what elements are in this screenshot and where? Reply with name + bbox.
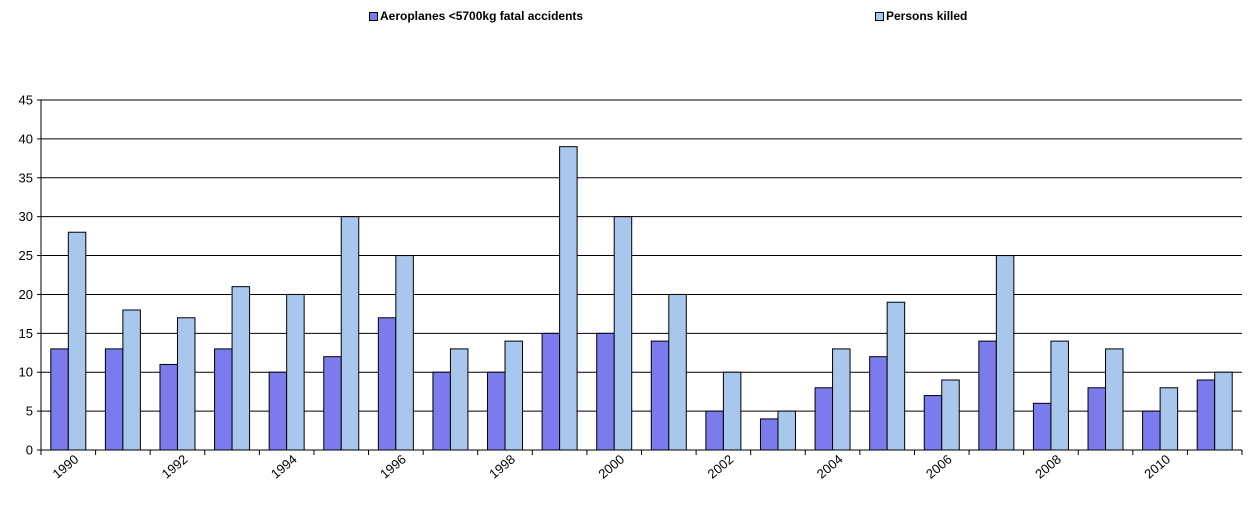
y-tick-label-15: 15 [19,326,33,341]
bar-accidents-2011 [1196,379,1216,451]
bar-persons-killed-2000 [613,216,633,451]
x-tick-label-2006: 2006 [923,452,955,482]
legend-swatch-accidents [369,11,378,21]
bar-accidents-1990 [50,348,69,451]
bar-persons-killed-2003 [777,410,796,451]
bar-persons-killed-1997 [449,348,469,451]
bar-accidents-2007 [978,340,997,451]
bar-persons-killed-1995 [340,216,360,451]
bar-persons-killed-1990 [67,231,87,451]
x-tick-label-1990: 1990 [50,452,82,482]
bar-persons-killed-2002 [722,371,742,451]
bar-persons-killed-1993 [231,286,251,451]
bar-accidents-1998 [487,371,506,451]
bar-persons-killed-1994 [286,293,305,451]
bar-accidents-1999 [541,332,561,451]
bar-persons-killed-1991 [122,309,141,451]
y-tick-label-20: 20 [19,287,33,302]
x-tick-label-1998: 1998 [486,452,518,482]
bar-accidents-2008 [1032,402,1052,451]
bar-persons-killed-2004 [832,348,851,451]
legend-item-persons-killed: Persons killed [875,8,967,24]
bar-persons-killed-2009 [1105,348,1124,451]
bar-accidents-2003 [759,418,779,451]
bar-accidents-1994 [268,371,288,451]
bar-persons-killed-2005 [886,301,906,451]
bar-persons-killed-2001 [668,293,687,451]
x-tick-label-1994: 1994 [268,452,300,482]
bar-persons-killed-1998 [504,340,524,451]
bar-accidents-1997 [432,371,451,451]
bar-accidents-2001 [650,340,670,451]
bar-accidents-2002 [705,410,724,451]
bar-accidents-1996 [377,317,397,451]
x-tick-label-2010: 2010 [1141,452,1173,482]
bar-persons-killed-2006 [941,379,960,451]
y-tick-label-0: 0 [26,443,33,458]
legend-label-accidents: Aeroplanes <5700kg fatal accidents [380,9,584,23]
bar-persons-killed-2008 [1050,340,1069,451]
bar-accidents-2006 [923,395,943,451]
bar-accidents-2005 [869,356,888,451]
bar-accidents-1993 [214,348,233,451]
bar-persons-killed-1992 [176,317,196,451]
x-tick-label-2008: 2008 [1032,452,1064,482]
y-tick-label-40: 40 [19,131,33,146]
bar-accidents-1991 [104,348,124,451]
x-tick-label-2004: 2004 [814,452,846,482]
y-tick-label-30: 30 [19,209,33,224]
bar-persons-killed-2010 [1159,387,1179,451]
y-tick-label-10: 10 [19,365,33,380]
bar-accidents-2004 [814,387,834,451]
bar-accidents-2000 [596,332,615,451]
x-tick-label-2002: 2002 [705,452,737,482]
x-tick-label-1992: 1992 [159,452,191,482]
bar-persons-killed-2007 [995,255,1015,451]
bar-accidents-2009 [1087,387,1107,451]
y-tick-label-25: 25 [19,248,33,263]
bar-accidents-2010 [1142,410,1161,451]
bar-persons-killed-1996 [395,255,414,451]
legend-swatch-persons-killed [875,11,884,21]
legend-item-accidents: Aeroplanes <5700kg fatal accidents [369,8,583,24]
x-tick-label-1996: 1996 [377,452,409,482]
legend-label-persons-killed: Persons killed [886,9,968,23]
bar-persons-killed-1999 [559,146,578,451]
x-tick-label-2000: 2000 [595,452,627,482]
bar-accidents-1995 [323,356,342,451]
y-tick-label-35: 35 [19,170,33,185]
bar-accidents-1992 [159,363,178,451]
y-tick-label-5: 5 [26,404,33,419]
y-tick-label-45: 45 [19,93,33,108]
bar-persons-killed-2011 [1214,371,1233,451]
